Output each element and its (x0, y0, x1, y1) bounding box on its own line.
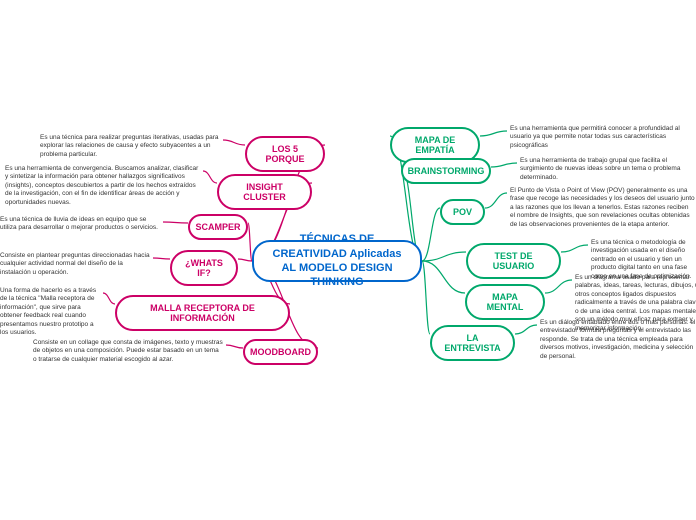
right-node-1: BRAINSTORMING (401, 158, 491, 184)
left-desc-0: Es una técnica para realizar preguntas i… (40, 134, 220, 159)
right-node-5: LA ENTREVISTA (430, 325, 515, 361)
left-node-4: MALLA RECEPTORA DE INFORMACIÓN (115, 295, 290, 331)
left-desc-5: Consiste en un collage que consta de imá… (33, 339, 223, 364)
left-desc-1: Es una herramienta de convergencia. Busc… (5, 165, 200, 207)
right-desc-2: El Punto de Vista o Point of View (POV) … (510, 187, 695, 229)
right-desc-5: Es un diálogo entablado entre dos o más … (540, 319, 696, 361)
left-node-2: SCAMPER (188, 214, 248, 240)
right-desc-1: Es una herramienta de trabajo grupal que… (520, 157, 690, 182)
right-node-3: TEST DE USUARIO (466, 243, 561, 279)
right-desc-0: Es una herramienta que permitirá conocer… (510, 125, 690, 150)
left-desc-2: Es una técnica de lluvia de ideas en equ… (0, 216, 160, 233)
left-node-1: INSIGHT CLUSTER (217, 174, 312, 210)
left-node-3: ¿WHATS IF? (170, 250, 238, 286)
left-desc-3: Consiste en plantear preguntas direccion… (0, 252, 150, 277)
right-node-4: MAPA MENTAL (465, 284, 545, 320)
center-node: TÉCNICAS DE CREATIVIDAD Aplicadas AL MOD… (252, 240, 422, 282)
left-desc-4: Una forma de hacerlo es a través de la t… (0, 287, 100, 338)
left-node-0: LOS 5 PORQUE (245, 136, 325, 172)
right-node-2: POV (440, 199, 485, 225)
left-node-5: MOODBOARD (243, 339, 318, 365)
